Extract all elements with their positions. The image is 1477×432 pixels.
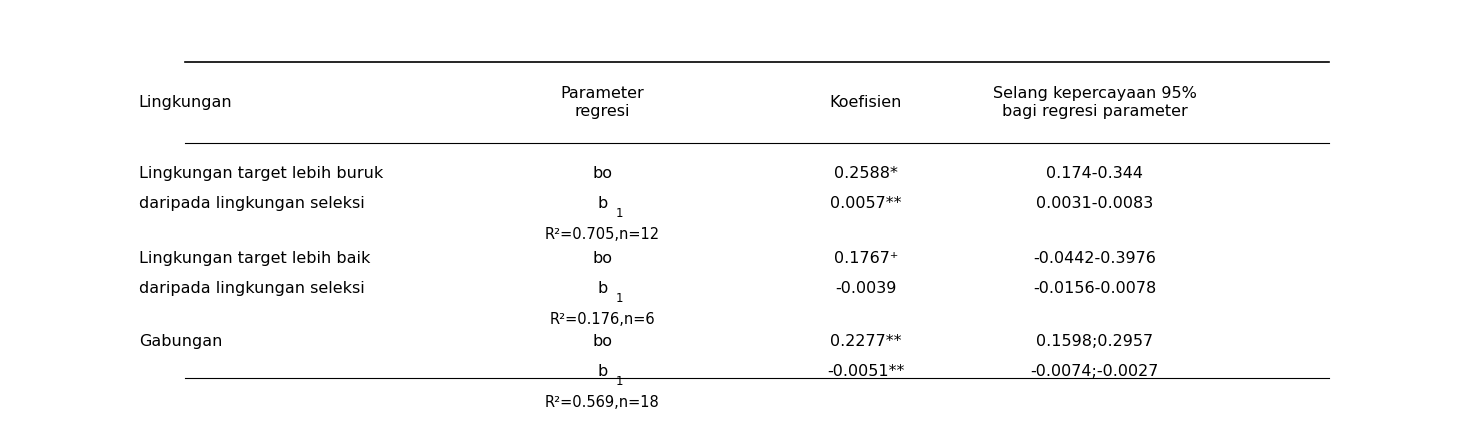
Text: -0.0442-0.3976: -0.0442-0.3976 bbox=[1034, 251, 1156, 266]
Text: Lingkungan: Lingkungan bbox=[139, 95, 232, 110]
Text: 0.2277**: 0.2277** bbox=[830, 334, 901, 349]
Text: R²=0.176,n=6: R²=0.176,n=6 bbox=[549, 312, 656, 327]
Text: Lingkungan target lebih baik: Lingkungan target lebih baik bbox=[139, 251, 371, 266]
Text: -0.0051**: -0.0051** bbox=[827, 364, 904, 379]
Text: 1: 1 bbox=[616, 292, 623, 305]
Text: -0.0074;-0.0027: -0.0074;-0.0027 bbox=[1031, 364, 1159, 379]
Text: -0.0039: -0.0039 bbox=[835, 281, 897, 296]
Text: bo: bo bbox=[592, 334, 613, 349]
Text: 0.1767⁺: 0.1767⁺ bbox=[833, 251, 898, 266]
Text: daripada lingkungan seleksi: daripada lingkungan seleksi bbox=[139, 281, 365, 296]
Text: Gabungan: Gabungan bbox=[139, 334, 222, 349]
Text: b: b bbox=[597, 364, 607, 379]
Text: 0.0057**: 0.0057** bbox=[830, 197, 901, 211]
Text: 0.0031-0.0083: 0.0031-0.0083 bbox=[1035, 197, 1154, 211]
Text: bo: bo bbox=[592, 166, 613, 181]
Text: 0.2588*: 0.2588* bbox=[835, 166, 898, 181]
Text: 0.1598;0.2957: 0.1598;0.2957 bbox=[1035, 334, 1154, 349]
Text: -0.0156-0.0078: -0.0156-0.0078 bbox=[1032, 281, 1156, 296]
Text: bo: bo bbox=[592, 251, 613, 266]
Text: b: b bbox=[597, 197, 607, 211]
Text: 1: 1 bbox=[616, 207, 623, 220]
Text: R²=0.705,n=12: R²=0.705,n=12 bbox=[545, 227, 660, 242]
Text: R²=0.569,n=18: R²=0.569,n=18 bbox=[545, 395, 660, 410]
Text: Selang kepercayaan 95%
bagi regresi parameter: Selang kepercayaan 95% bagi regresi para… bbox=[993, 86, 1196, 119]
Text: Parameter
regresi: Parameter regresi bbox=[561, 86, 644, 119]
Text: daripada lingkungan seleksi: daripada lingkungan seleksi bbox=[139, 197, 365, 211]
Text: Koefisien: Koefisien bbox=[830, 95, 902, 110]
Text: Lingkungan target lebih buruk: Lingkungan target lebih buruk bbox=[139, 166, 383, 181]
Text: b: b bbox=[597, 281, 607, 296]
Text: 0.174-0.344: 0.174-0.344 bbox=[1046, 166, 1143, 181]
Text: 1: 1 bbox=[616, 375, 623, 388]
